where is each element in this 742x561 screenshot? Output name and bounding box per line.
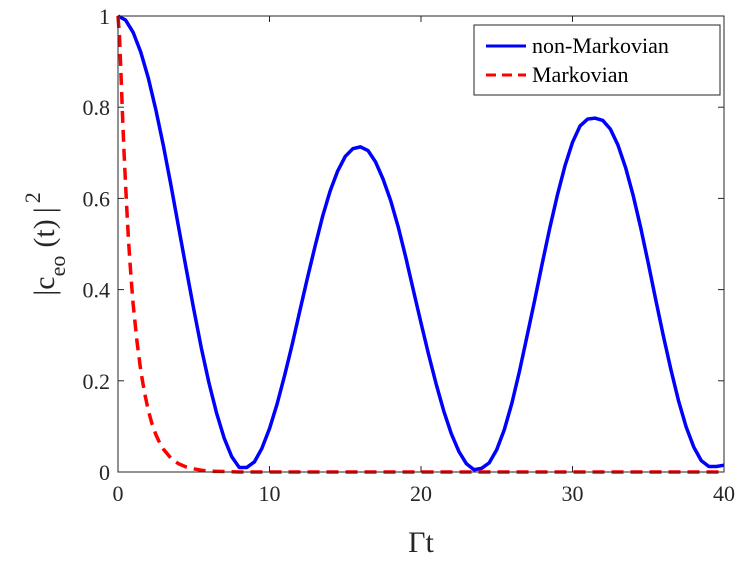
series-line-markovian	[116, 15, 724, 474]
y-axis-title-subscript: eo	[45, 256, 70, 277]
legend-label-markovian: Markovian	[532, 62, 629, 87]
x-tick-label-4: 40	[713, 481, 735, 506]
y-axis-title-tail: (t)	[28, 219, 61, 247]
y-axis-title-superscript: 2	[20, 192, 45, 203]
y-axis-title-close: |	[28, 207, 61, 213]
legend: non-Markovian Markovian	[473, 24, 721, 96]
x-axis-title: Γt	[408, 526, 434, 559]
y-tick-label-4: 0.8	[83, 95, 111, 120]
legend-label-non-markovian: non-Markovian	[532, 33, 669, 58]
y-tick-label-3: 0.6	[83, 186, 111, 211]
ticks-layer: 0 10 20 30 40 0 0.2 0.4 0.6 0.8 1	[83, 4, 736, 506]
y-tick-label-0: 0	[99, 460, 110, 485]
legend-box	[473, 24, 721, 96]
y-tick-label-1: 0.2	[83, 369, 111, 394]
series-layer	[116, 14, 725, 474]
x-tick-label-0: 0	[113, 481, 124, 506]
x-tick-label-1: 10	[259, 481, 281, 506]
svg-text:|ceo(t)|2: |ceo (t) | 2	[20, 192, 70, 295]
y-axis-title-main: |c	[28, 276, 61, 295]
y-tick-label-5: 1	[99, 4, 110, 29]
x-tick-label-2: 20	[410, 481, 432, 506]
series-line-non-markovian	[117, 14, 725, 472]
y-axis-title: |ceo (t) | 2	[20, 192, 70, 295]
x-tick-label-3: 30	[562, 481, 584, 506]
y-tick-label-2: 0.4	[83, 278, 111, 303]
